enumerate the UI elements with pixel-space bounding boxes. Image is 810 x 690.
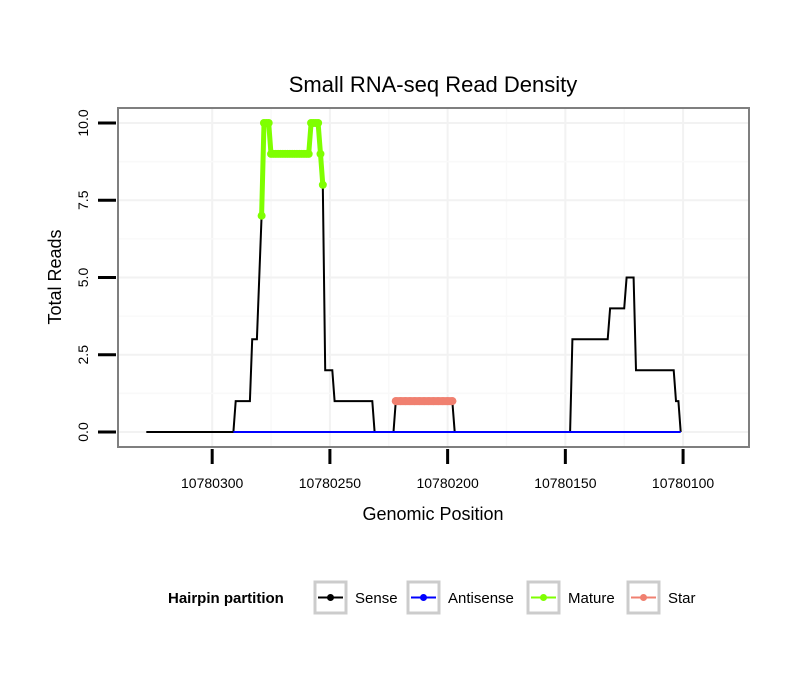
legend-item-star: Star: [626, 580, 696, 615]
legend-item-sense: Sense: [313, 580, 398, 615]
legend-key-dot: [327, 594, 334, 601]
legend-item-mature: Mature: [526, 580, 615, 615]
y-tick-label: 2.5: [75, 345, 91, 365]
x-tick-label: 10780100: [652, 475, 715, 491]
legend-title: Hairpin partition: [168, 590, 284, 607]
legend-key-dot: [540, 594, 547, 601]
x-tick-label: 10780250: [299, 475, 362, 491]
legend-label: Sense: [355, 590, 398, 607]
legend-key-dot: [420, 594, 427, 601]
sense-line: [146, 122, 682, 433]
mature-point: [264, 119, 273, 127]
x-tick-label: 10780150: [534, 475, 597, 491]
mature-point: [257, 211, 266, 220]
chart-title: Small RNA-seq Read Density: [289, 72, 578, 97]
legend-label: Star: [668, 590, 696, 607]
y-axis-title: Total Reads: [45, 229, 65, 324]
mature-point: [318, 180, 327, 189]
plot-panel-border: [117, 107, 750, 448]
legend-item-antisense: Antisense: [406, 580, 514, 615]
legend-label: Antisense: [448, 590, 514, 607]
star-point: [448, 397, 457, 406]
series-star: [391, 397, 457, 406]
y-tick-label: 10.0: [75, 109, 91, 136]
x-tick-label: 10780300: [181, 475, 244, 491]
series-layer: [146, 119, 682, 433]
series-sense: [146, 122, 682, 433]
axes: 10780300 10780250 10780200 10780150 10780100…: [75, 109, 714, 491]
x-tick-label: 10780200: [416, 475, 479, 491]
legend-key-dot: [640, 594, 647, 601]
mature-point: [314, 119, 323, 127]
legend-label: Mature: [568, 590, 615, 607]
x-axis-title: Genomic Position: [362, 504, 503, 524]
grid: [119, 109, 748, 446]
legend: Hairpin partition Sense Antisense Mature St…: [168, 580, 696, 615]
y-tick-label: 7.5: [75, 190, 91, 210]
mature-point: [316, 149, 325, 158]
series-mature: [257, 119, 327, 220]
y-tick-label: 0.0: [75, 422, 91, 442]
mature-point: [304, 149, 313, 158]
y-tick-label: 5.0: [75, 268, 91, 288]
